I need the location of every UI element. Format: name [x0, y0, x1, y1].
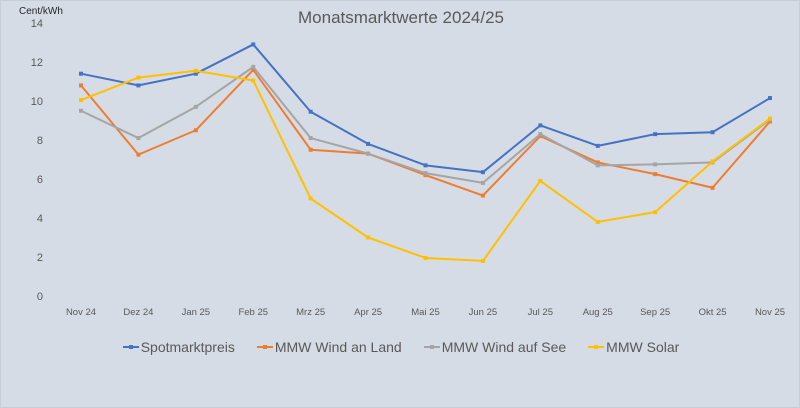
- data-point-marker[interactable]: [251, 42, 256, 47]
- data-point-marker[interactable]: [653, 162, 658, 167]
- data-point-marker[interactable]: [653, 172, 658, 177]
- data-point-marker[interactable]: [768, 96, 772, 101]
- legend-item[interactable]: MMW Wind auf See: [423, 339, 567, 355]
- data-point-marker[interactable]: [595, 143, 600, 148]
- data-point-marker[interactable]: [308, 147, 313, 152]
- x-tick-label: Mai 25: [411, 307, 440, 318]
- legend-item[interactable]: Spotmarktpreis: [122, 339, 235, 355]
- y-tick-label: 2: [37, 252, 43, 264]
- chart-title: Monatsmarktwerte 2024/25: [298, 8, 504, 27]
- x-tick-label: Sep 25: [640, 307, 670, 318]
- data-point-marker[interactable]: [595, 160, 600, 165]
- data-point-marker[interactable]: [308, 196, 313, 201]
- data-point-marker[interactable]: [423, 255, 428, 260]
- data-point-marker[interactable]: [538, 178, 543, 183]
- data-point-marker[interactable]: [308, 109, 313, 114]
- y-tick-label: 6: [37, 174, 43, 186]
- data-point-marker[interactable]: [480, 170, 485, 175]
- series-mmw-wind-an-land[interactable]: [79, 67, 772, 198]
- data-point-marker[interactable]: [538, 123, 543, 128]
- data-point-marker[interactable]: [136, 152, 141, 157]
- data-point-marker[interactable]: [710, 130, 715, 135]
- legend-label: MMW Solar: [606, 339, 680, 355]
- x-tick-label: Dez 24: [123, 307, 153, 318]
- data-point-marker[interactable]: [79, 71, 83, 76]
- data-point-marker[interactable]: [538, 132, 543, 137]
- x-tick-label: Jun 25: [469, 307, 498, 318]
- data-point-marker[interactable]: [366, 151, 371, 156]
- data-point-marker[interactable]: [308, 136, 313, 141]
- data-point-marker[interactable]: [251, 78, 256, 83]
- x-tick-label: Nov 25: [755, 307, 785, 318]
- y-tick-label: 12: [31, 57, 43, 69]
- data-point-marker[interactable]: [193, 68, 198, 73]
- x-tick-label: Nov 24: [66, 307, 96, 318]
- legend-line-marker-icon: [122, 344, 139, 349]
- y-tick-label: 14: [31, 18, 43, 30]
- y-tick-label: 10: [31, 96, 43, 108]
- y-axis-unit-label: Cent/kWh: [19, 6, 63, 17]
- series-mmw-solar[interactable]: [79, 68, 772, 263]
- series-line[interactable]: [80, 43, 771, 174]
- data-point-marker[interactable]: [768, 116, 772, 121]
- data-point-marker[interactable]: [136, 75, 141, 80]
- data-point-marker[interactable]: [595, 163, 600, 168]
- data-point-marker[interactable]: [366, 235, 371, 240]
- data-point-marker[interactable]: [136, 136, 141, 141]
- data-point-marker[interactable]: [480, 258, 485, 263]
- data-point-marker[interactable]: [710, 185, 715, 190]
- legend-item[interactable]: MMW Wind an Land: [256, 339, 402, 355]
- legend-label: Spotmarktpreis: [140, 339, 235, 355]
- data-point-marker[interactable]: [136, 83, 141, 88]
- data-point-marker[interactable]: [710, 159, 715, 164]
- legend-line-marker-icon: [423, 344, 440, 349]
- x-tick-label: Aug 25: [583, 307, 613, 318]
- data-point-marker[interactable]: [251, 67, 256, 72]
- legend: Spotmarktpreis MMW Wind an Land MMW Wind a…: [1, 339, 800, 355]
- data-point-marker[interactable]: [193, 104, 198, 109]
- data-point-marker[interactable]: [595, 219, 600, 224]
- x-tick-label: Jul 25: [528, 307, 553, 318]
- legend-line-marker-icon: [256, 344, 273, 349]
- data-point-marker[interactable]: [423, 171, 428, 176]
- data-point-marker[interactable]: [480, 180, 485, 185]
- y-tick-label: 0: [37, 291, 43, 303]
- data-point-marker[interactable]: [366, 141, 371, 146]
- y-tick-label: 4: [37, 213, 43, 225]
- series-spotmarktpreis[interactable]: [79, 42, 772, 175]
- data-point-marker[interactable]: [79, 98, 83, 103]
- x-tick-label: Jan 25: [182, 307, 211, 318]
- legend-label: MMW Wind an Land: [274, 339, 402, 355]
- legend-label: MMW Wind auf See: [441, 339, 567, 355]
- x-tick-label: Feb 25: [238, 307, 268, 318]
- data-point-marker[interactable]: [653, 210, 658, 215]
- x-tick-label: Mrz 25: [296, 307, 325, 318]
- data-point-marker[interactable]: [251, 64, 256, 69]
- data-point-marker[interactable]: [193, 71, 198, 76]
- data-point-marker[interactable]: [79, 108, 83, 113]
- data-point-marker[interactable]: [193, 128, 198, 133]
- legend-line-marker-icon: [588, 344, 605, 349]
- data-point-marker[interactable]: [480, 193, 485, 198]
- data-point-marker[interactable]: [423, 163, 428, 168]
- legend-item[interactable]: MMW Solar: [588, 339, 679, 355]
- y-tick-label: 8: [37, 135, 43, 147]
- plot-area: 0 2 4 6 8 10 12 14 Nov 24 Dez 24 Jan 25 Feb 25 Mrz 2…: [31, 18, 785, 318]
- data-point-marker[interactable]: [653, 132, 658, 137]
- x-tick-label: Okt 25: [699, 307, 727, 318]
- x-tick-label: Apr 25: [354, 307, 382, 318]
- data-point-marker[interactable]: [79, 83, 83, 88]
